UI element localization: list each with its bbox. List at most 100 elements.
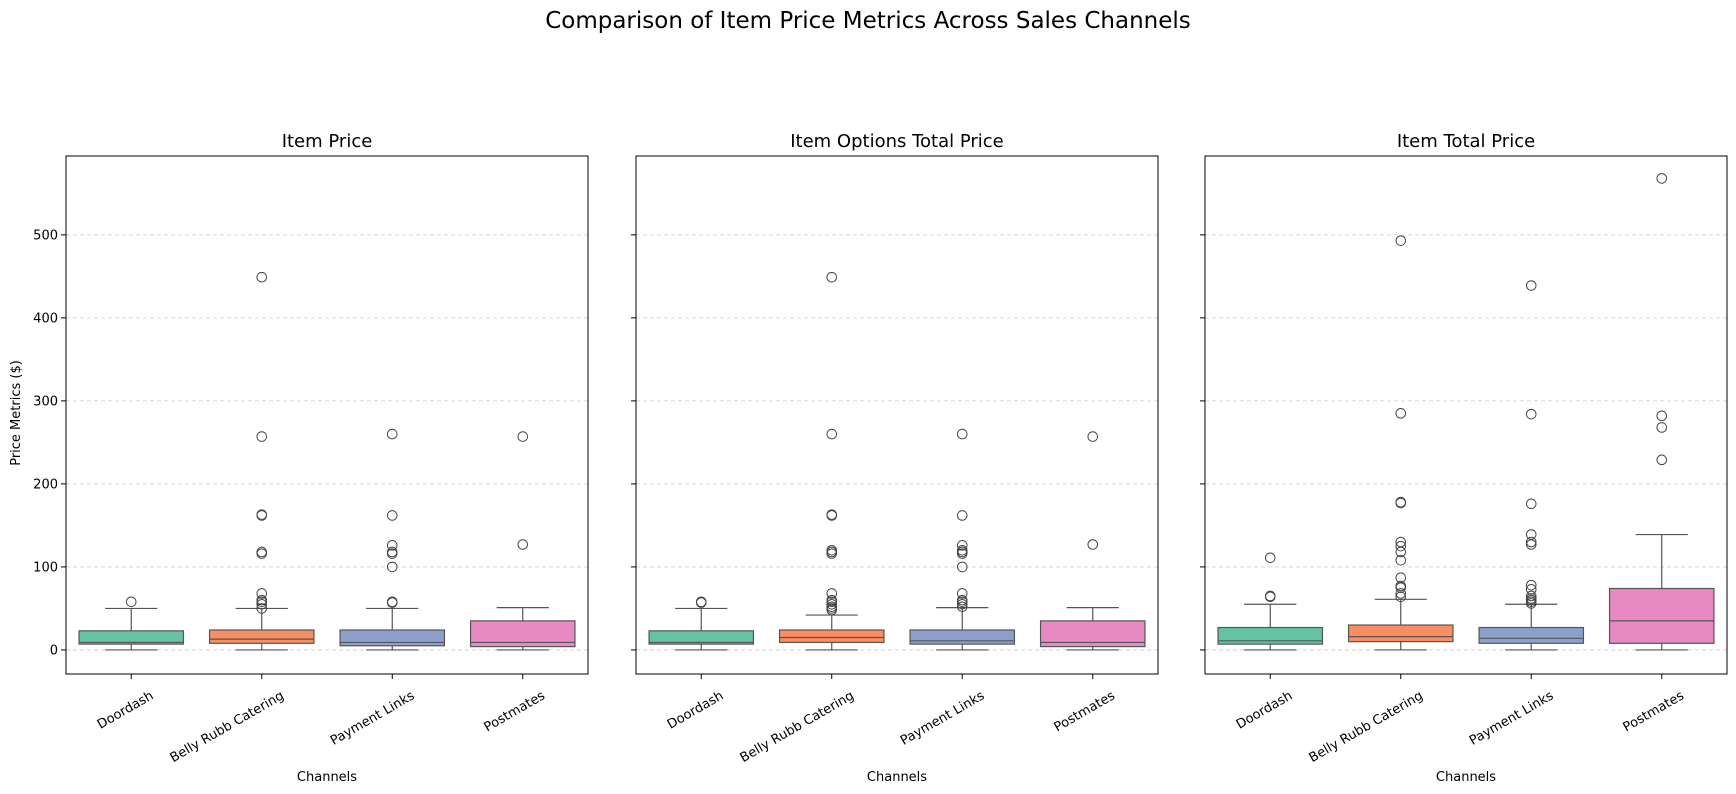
outlier-point [256,271,268,283]
box-iqr [78,630,185,645]
x-tick-label: Postmates [482,688,548,735]
outlier-point [1395,540,1407,552]
outlier-point [1525,529,1537,540]
outlier-point [1264,590,1276,602]
box-postmates [469,431,576,651]
y-tick-label: 300 [33,394,58,409]
outlier-point [1264,552,1276,564]
box-iqr [648,630,755,645]
axes-frame [635,155,1159,675]
x-tick-label: Doordash [95,688,156,732]
outlier-point [1087,539,1099,550]
box-payment-links [1478,280,1585,651]
outlier-point [256,546,268,558]
box-iqr [1347,624,1454,643]
box-doordash [648,596,755,651]
outlier-point [956,540,968,551]
box-belly-rubb-catering [1347,235,1454,651]
outlier-point [1525,590,1537,602]
outlier-point [256,603,268,614]
outlier-point [1395,497,1407,509]
outlier-point [826,428,838,440]
panel-2: Doordash Belly Rubb Catering Payment Links… [631,131,1159,785]
y-tick-label: 500 [33,228,58,243]
outlier-point [386,561,398,573]
outlier-point [256,594,268,606]
panel-title: Item Total Price [1397,131,1535,152]
outlier-point [125,596,137,608]
outlier-point [1525,579,1537,591]
outlier-point [1395,554,1407,566]
outlier-point [956,601,968,613]
axes-frame [65,155,589,675]
y-tick-label: 0 [50,643,58,658]
outlier-point [1264,591,1276,603]
y-tick-label: 200 [33,477,58,492]
outlier-point [1525,536,1537,548]
box-doordash [1217,552,1324,651]
outlier-point [1395,235,1407,246]
panel-1: 0 100 200 300 400 500 Doordash Belly Rubb Cater… [33,131,589,785]
box-iqr [208,629,315,644]
outlier-point [386,596,398,608]
outlier-point [826,588,838,599]
outlier-point [695,597,707,608]
outlier-point [256,510,268,521]
outlier-point [256,588,268,599]
x-axis-label: Channels [867,770,927,785]
y-tick-label: 400 [33,311,58,326]
y-axis-label: Price Metrics ($) [9,360,24,466]
box-iqr [1217,626,1324,645]
outlier-point [256,431,268,442]
outlier-point [1087,431,1099,442]
x-axis-label: Channels [297,770,357,785]
x-tick-label: Payment Links [328,688,417,748]
outlier-point [956,510,968,521]
outlier-point [1395,536,1407,548]
axes-frame [1204,155,1728,675]
outlier-point [1525,280,1537,291]
box-iqr [1608,587,1715,644]
box-iqr [909,629,1016,645]
x-tick-label: Postmates [1621,688,1687,735]
outlier-point [1395,408,1407,419]
box-doordash [78,596,185,651]
outlier-point [826,510,838,521]
outlier-point [956,598,968,610]
outlier-point [1395,580,1407,592]
panel-title: Item Options Total Price [790,131,1004,152]
outlier-point [826,601,838,613]
x-tick-label: Doordash [1234,688,1295,732]
outlier-point [826,598,838,610]
x-tick-label: Belly Rubb Catering [168,688,287,765]
outlier-point [517,431,529,442]
outlier-point [256,509,268,520]
box-iqr [1478,626,1585,644]
outlier-point [1525,584,1537,595]
outlier-point [695,596,707,608]
outlier-point [386,428,398,440]
outlier-point [1525,498,1537,510]
outlier-point [1395,496,1407,508]
x-tick-label: Payment Links [898,688,987,748]
outlier-point [826,545,838,556]
chart-panels: 0 100 200 300 400 500 Doordash Belly Rubb Cater… [33,131,1728,785]
outlier-point [1656,410,1668,422]
outlier-point [1525,539,1537,550]
outlier-point [1656,422,1668,433]
outlier-point [386,597,398,608]
x-tick-label: Belly Rubb Catering [738,688,857,765]
outlier-point [1656,173,1668,184]
x-axis-label: Channels [1436,770,1496,785]
panel-3: Doordash Belly Rubb Catering Payment Links… [1200,131,1728,785]
outlier-point [1395,572,1407,584]
box-iqr [339,629,446,647]
outlier-point [1656,454,1668,466]
y-tick-label: 100 [33,560,58,575]
x-tick-label: Postmates [1052,688,1118,735]
outlier-point [956,545,968,556]
box-belly-rubb-catering [208,271,315,651]
outlier-point [826,271,838,283]
outlier-point [517,539,529,550]
